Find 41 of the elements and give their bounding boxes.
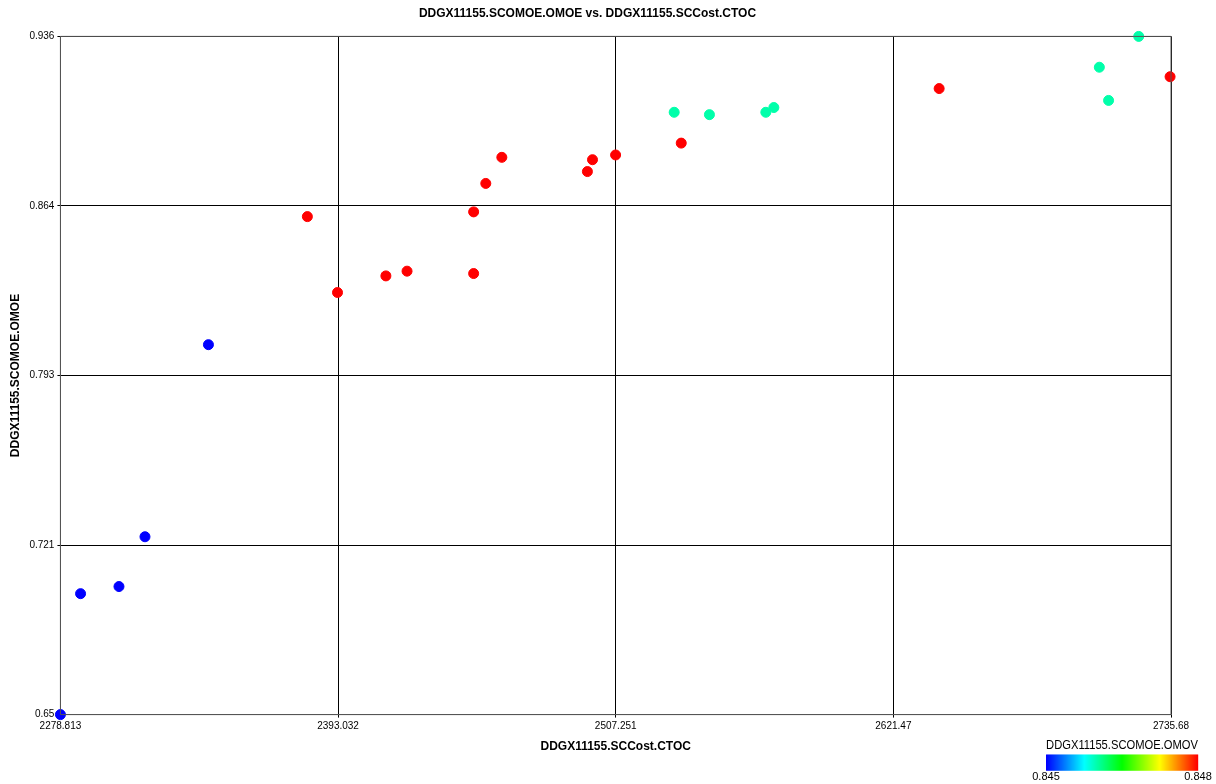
point xyxy=(468,268,480,280)
point xyxy=(1103,94,1115,106)
point xyxy=(587,154,599,166)
point xyxy=(54,709,66,721)
point xyxy=(1093,61,1105,73)
color-bar-label: 0.848 xyxy=(1184,770,1212,783)
point xyxy=(675,137,687,149)
y-tick-label: 0.936 xyxy=(29,30,55,42)
point xyxy=(703,109,715,121)
y-tick-label: 0.864 xyxy=(29,199,55,211)
point xyxy=(760,106,772,118)
x-tick-label: 2621.47 xyxy=(875,720,912,732)
point xyxy=(139,531,151,543)
point xyxy=(480,177,492,189)
point xyxy=(468,206,480,218)
point xyxy=(380,270,392,282)
y-axis-title: DDGX11155.SCOMOE.OMOE xyxy=(7,293,22,458)
chart-title: DDGX11155.SCOMOE.OMOE vs. DDGX11155.SCCost.CTOC xyxy=(418,5,757,20)
point xyxy=(113,581,125,593)
color-bar-label: 0.845 xyxy=(1032,770,1060,783)
color-bar-title: DDGX11155.SCOMOE.OMOV xyxy=(1046,737,1199,751)
point xyxy=(668,106,680,118)
point xyxy=(933,83,945,95)
x-tick-label: 2735.68 xyxy=(1152,720,1190,732)
y-tick-label: 0.721 xyxy=(29,538,55,550)
y-tick-label: 0.793 xyxy=(29,369,55,381)
point xyxy=(75,588,87,600)
x-tick-label: 2278.813 xyxy=(39,720,82,732)
point xyxy=(581,166,593,178)
y-tick-label: 0.65 xyxy=(34,708,55,720)
x-tick-label: 2507.251 xyxy=(594,720,638,732)
point xyxy=(1133,30,1145,42)
point xyxy=(401,265,413,277)
point xyxy=(768,102,780,114)
point xyxy=(202,339,214,351)
point xyxy=(332,287,344,298)
point xyxy=(610,149,622,161)
x-axis-title: DDGX11155.SCCost.CTOC xyxy=(540,739,692,754)
point xyxy=(301,211,313,223)
point xyxy=(496,151,508,163)
x-tick-label: 2393.032 xyxy=(317,720,360,732)
